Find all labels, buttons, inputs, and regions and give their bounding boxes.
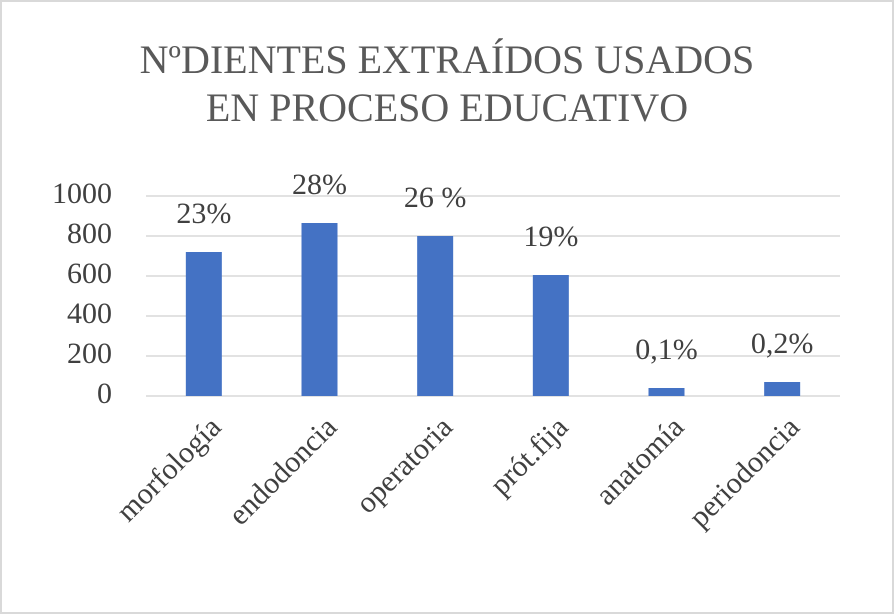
bar <box>185 252 222 396</box>
chart-title: EN PROCESO EDUCATIVO <box>206 85 688 130</box>
chart-title: NºDIENTES EXTRAÍDOS USADOS <box>140 37 755 82</box>
y-tick-label: 800 <box>67 217 112 250</box>
y-tick-label: 200 <box>67 337 112 370</box>
y-tick-label: 400 <box>67 297 112 330</box>
bar-annotation: 28% <box>292 168 347 201</box>
bar-annotation: 0,2% <box>751 327 814 360</box>
y-tick-label: 0 <box>97 377 112 410</box>
y-tick-label: 600 <box>67 257 112 290</box>
bar-annotation: 26 % <box>404 181 467 214</box>
bar <box>648 388 685 396</box>
bar <box>764 382 801 396</box>
y-tick-label: 1000 <box>52 177 112 210</box>
bar <box>417 236 454 396</box>
bar <box>301 223 338 396</box>
bar-annotation: 0,1% <box>635 333 698 366</box>
bar-annotation: 23% <box>176 197 231 230</box>
bar-annotation: 19% <box>523 220 578 253</box>
bar <box>532 275 569 396</box>
